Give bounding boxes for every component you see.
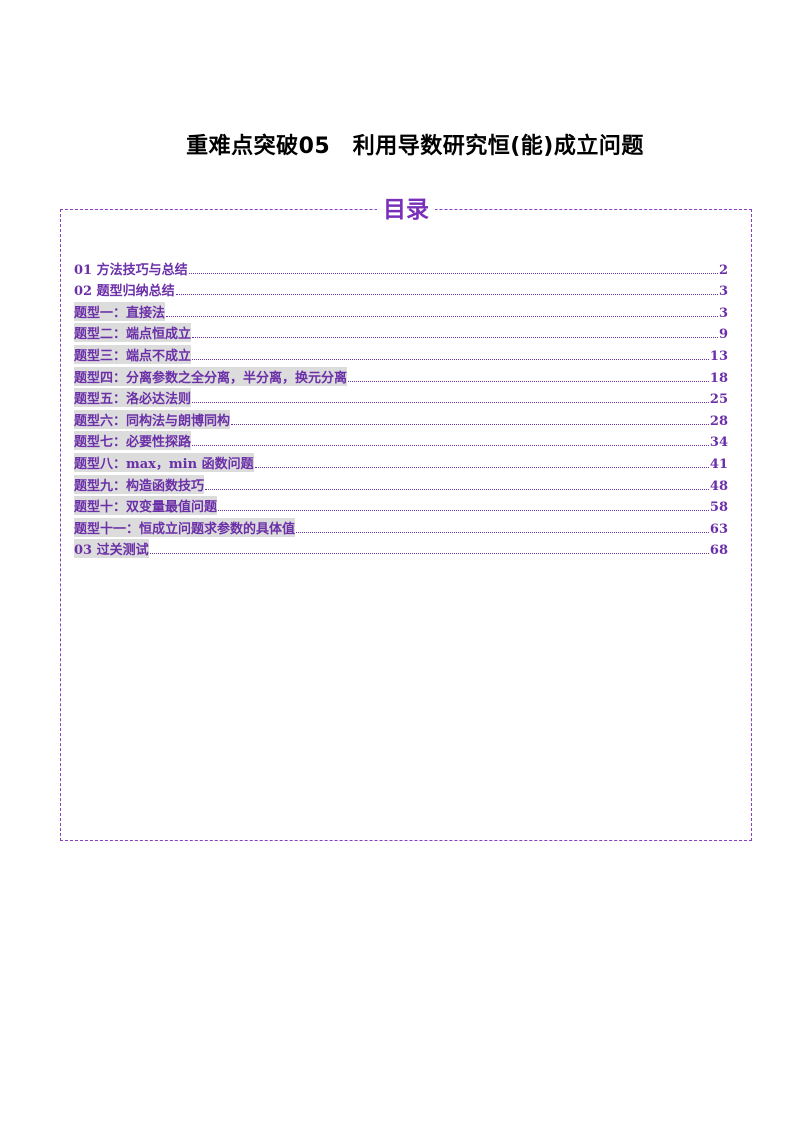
dot-leader bbox=[218, 510, 709, 512]
toc-entry[interactable]: 题型九：构造函数技巧 48 bbox=[74, 472, 728, 494]
dot-leader bbox=[231, 423, 709, 425]
toc-entry[interactable]: 03 过关测试 68 bbox=[74, 537, 728, 559]
dot-leader bbox=[192, 337, 718, 339]
toc-entry-page-number: 25 bbox=[709, 392, 728, 408]
toc-entry-label: 03 过关测试 bbox=[74, 539, 149, 559]
toc-entry[interactable]: 题型一：直接法 3 bbox=[74, 299, 728, 321]
dot-leader bbox=[166, 315, 718, 317]
dot-leader bbox=[188, 272, 718, 274]
toc-entry-label: 题型一：直接法 bbox=[74, 301, 166, 321]
dot-leader bbox=[254, 466, 709, 468]
toc-entry-page-number: 28 bbox=[709, 413, 728, 429]
toc-entry-page-number: 9 bbox=[718, 327, 728, 343]
toc-entry[interactable]: 题型六：同构法与朗博同构 28 bbox=[74, 407, 728, 429]
toc-entry-label: 题型四：分离参数之全分离，半分离，换元分离 bbox=[74, 366, 348, 386]
toc-entry[interactable]: 01 方法技巧与总结 2 bbox=[74, 256, 728, 278]
toc-entry[interactable]: 题型十：双变量最值问题 58 bbox=[74, 494, 728, 516]
toc-entry-page-number: 3 bbox=[718, 305, 728, 321]
toc-entry-label: 题型七：必要性探路 bbox=[74, 431, 192, 451]
toc-entry[interactable]: 02 题型归纳总结 3 bbox=[74, 278, 728, 300]
toc-entry-page-number: 34 bbox=[709, 435, 728, 451]
toc-entry-label: 02 题型归纳总结 bbox=[74, 284, 175, 300]
toc-entry-page-number: 58 bbox=[709, 500, 728, 516]
toc-entry-page-number: 68 bbox=[709, 543, 728, 559]
toc-entry-label: 题型八：max，min 函数问题 bbox=[74, 452, 254, 472]
toc-entry-label: 题型十：双变量最值问题 bbox=[74, 496, 218, 516]
toc-entry-label: 题型三：端点不成立 bbox=[74, 344, 192, 364]
dot-leader bbox=[296, 531, 709, 533]
toc-entry[interactable]: 题型七：必要性探路 34 bbox=[74, 429, 728, 451]
dot-leader bbox=[192, 358, 709, 360]
table-of-contents: 目录 01 方法技巧与总结 2 02 题型归纳总结 3 题型一：直接法 3 题型二：端点恒成… bbox=[60, 197, 752, 841]
toc-list: 01 方法技巧与总结 2 02 题型归纳总结 3 题型一：直接法 3 题型二：端点恒成立 9 题… bbox=[74, 256, 728, 559]
dot-leader bbox=[205, 488, 709, 490]
toc-entry[interactable]: 题型二：端点恒成立 9 bbox=[74, 321, 728, 343]
toc-entry-label: 题型十一：恒成立问题求参数的具体值 bbox=[74, 517, 296, 537]
dot-leader bbox=[149, 553, 709, 555]
toc-entry[interactable]: 题型八：max，min 函数问题 41 bbox=[74, 450, 728, 472]
toc-entry-page-number: 18 bbox=[709, 370, 728, 386]
toc-entry-label: 题型九：构造函数技巧 bbox=[74, 474, 205, 494]
toc-entry-page-number: 48 bbox=[709, 478, 728, 494]
toc-entry-label: 01 方法技巧与总结 bbox=[74, 262, 188, 278]
toc-entry-page-number: 2 bbox=[718, 262, 728, 278]
document-title: 重难点突破05 利用导数研究恒(能)成立问题 bbox=[186, 134, 644, 159]
toc-entry[interactable]: 题型四：分离参数之全分离，半分离，换元分离 18 bbox=[74, 364, 728, 386]
dot-leader bbox=[192, 402, 709, 404]
toc-entry-page-number: 41 bbox=[709, 456, 728, 472]
toc-entry[interactable]: 题型十一：恒成立问题求参数的具体值 63 bbox=[74, 515, 728, 537]
toc-entry[interactable]: 题型三：端点不成立 13 bbox=[74, 342, 728, 364]
dot-leader bbox=[348, 380, 709, 382]
toc-entry-page-number: 3 bbox=[718, 284, 728, 300]
toc-entry-label: 题型五：洛必达法则 bbox=[74, 388, 192, 408]
toc-entry-label: 题型二：端点恒成立 bbox=[74, 323, 192, 343]
dot-leader bbox=[192, 445, 709, 447]
toc-entry-page-number: 63 bbox=[709, 521, 728, 537]
toc-entry[interactable]: 题型五：洛必达法则 25 bbox=[74, 386, 728, 408]
dot-leader bbox=[175, 294, 718, 296]
toc-entry-label: 题型六：同构法与朗博同构 bbox=[74, 409, 231, 429]
toc-entry-page-number: 13 bbox=[709, 348, 728, 364]
toc-heading: 目录 bbox=[377, 197, 435, 223]
